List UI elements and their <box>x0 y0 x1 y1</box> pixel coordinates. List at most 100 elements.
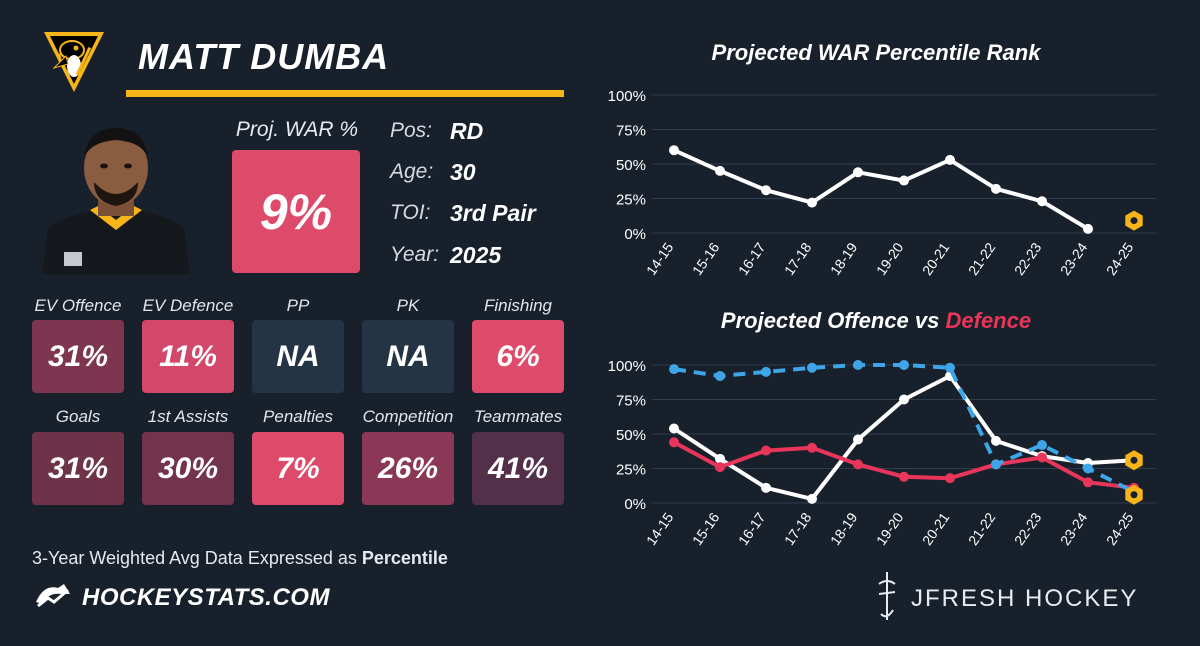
data-point-blue <box>807 362 817 373</box>
x-tick-label: 18-19 <box>827 239 861 278</box>
footnote: 3-Year Weighted Avg Data Expressed as Pe… <box>32 548 448 569</box>
data-point-offence <box>669 423 679 434</box>
jfresh-text: JFRESH HOCKEY <box>911 584 1139 612</box>
player-headshot <box>38 124 194 274</box>
x-tick-label: 24-25 <box>1103 239 1137 278</box>
age-label: Age: <box>390 160 434 183</box>
pos-value: RD <box>450 118 484 144</box>
x-tick-label: 15-16 <box>689 239 723 278</box>
x-tick-label: 23-24 <box>1057 239 1091 278</box>
year-value: 2025 <box>450 242 502 268</box>
tile-pk: NA <box>362 320 454 393</box>
data-point-defence <box>807 442 817 453</box>
hockeystats-logo-icon <box>34 582 72 613</box>
x-tick-label: 23-24 <box>1057 509 1091 548</box>
projection-marker-center <box>1130 456 1138 464</box>
x-tick-label: 21-22 <box>965 509 999 548</box>
data-point-blue <box>1083 463 1093 474</box>
data-point-offence <box>991 435 1001 446</box>
tile-ev-offence: 31% <box>32 320 124 393</box>
x-tick-label: 20-21 <box>919 239 953 278</box>
x-tick-label: 19-20 <box>873 509 907 548</box>
penguins-logo-icon <box>38 28 108 94</box>
war-percentile-chart: 100% 75% 50% 25% 0%14-15 15-16 16-17 17-18 18-19… <box>608 88 1156 278</box>
toi-value: 3rd Pair <box>450 200 536 226</box>
x-tick-label: 22-23 <box>1011 239 1045 278</box>
data-point-blue <box>945 362 955 373</box>
data-point-blue <box>761 366 771 377</box>
chart2-title-offence: Projected Offence <box>720 308 909 333</box>
title-underline <box>126 90 564 97</box>
tile-goals: 31% <box>32 432 124 505</box>
jfresh-logo-icon <box>875 570 899 627</box>
chart2-title: Projected Offence vs Defence <box>596 308 1156 334</box>
tile-label-teammates: Teammates <box>473 407 563 426</box>
tile-penalties: 7% <box>252 432 344 505</box>
tile-competition: 26% <box>362 432 454 505</box>
data-point-war <box>945 154 955 165</box>
data-point-war <box>761 185 771 196</box>
tile-label-finishing: Finishing <box>483 296 553 315</box>
data-point-defence <box>669 437 679 448</box>
x-tick-label: 17-18 <box>781 239 815 278</box>
chart1-title: Projected WAR Percentile Rank <box>711 40 1041 65</box>
y-tick-label: 25% <box>616 192 646 209</box>
proj-war-value: 9% <box>232 150 360 273</box>
data-point-defence <box>1037 452 1047 463</box>
x-tick-label: 17-18 <box>781 509 815 548</box>
data-point-defence <box>1083 477 1093 488</box>
footnote-emphasis: Percentile <box>361 548 448 568</box>
data-point-defence <box>715 462 725 473</box>
series-line-war <box>673 148 1090 231</box>
x-tick-label: 24-25 <box>1103 509 1137 548</box>
proj-war-label: Proj. WAR % <box>235 118 359 141</box>
x-tick-label: 18-19 <box>827 509 861 548</box>
data-point-war <box>853 167 863 178</box>
hockeystats-text: HOCKEYSTATS.COM <box>82 583 330 611</box>
tile-ev-defence: 11% <box>142 320 234 393</box>
data-point-war <box>991 183 1001 194</box>
data-point-blue <box>715 371 725 382</box>
toi-label: TOI: <box>390 201 431 224</box>
data-point-war <box>807 197 817 208</box>
hockeystats-brand: HOCKEYSTATS.COM <box>34 582 330 613</box>
data-point-war <box>1037 196 1047 207</box>
tile-pp: NA <box>252 320 344 393</box>
y-tick-label: 0% <box>624 226 646 243</box>
year-label: Year: <box>390 243 440 266</box>
data-point-defence <box>899 471 909 482</box>
tile-teammates: 41% <box>472 432 564 505</box>
data-point-war <box>715 165 725 176</box>
data-point-blue <box>991 459 1001 470</box>
projection-marker-center <box>1130 491 1138 499</box>
data-point-defence <box>761 445 771 456</box>
tile-label-goals: Goals <box>55 407 101 426</box>
data-point-blue <box>853 360 863 370</box>
x-tick-label: 22-23 <box>1011 509 1045 548</box>
projection-marker-center <box>1130 217 1138 225</box>
tile-label-pp: PP <box>286 296 310 315</box>
tile-label-competition: Competition <box>362 407 454 426</box>
x-tick-label: 14-15 <box>643 509 677 548</box>
data-point-defence <box>853 459 863 470</box>
tile-label-1st-assists: 1st Assists <box>147 407 229 426</box>
player-name: MATT DUMBA <box>138 36 390 77</box>
data-point-war <box>899 175 909 186</box>
tile-label-penalties: Penalties <box>263 407 333 426</box>
data-point-war <box>669 145 679 156</box>
tile-finishing: 6% <box>472 320 564 393</box>
data-point-blue <box>669 364 679 375</box>
footnote-text: 3-Year Weighted Avg Data Expressed as <box>32 548 362 568</box>
offence-defence-chart: 100% 75% 50% 25% 0%14-15 15-16 16-17 17-18 18-19… <box>608 358 1156 548</box>
pos-label: Pos: <box>390 119 433 142</box>
y-tick-label: 50% <box>616 427 646 444</box>
tile-label-pk: PK <box>396 296 420 315</box>
y-tick-label: 100% <box>608 88 646 105</box>
x-tick-label: 16-17 <box>735 509 769 548</box>
data-point-defence <box>945 473 955 484</box>
y-tick-label: 75% <box>616 123 646 140</box>
y-tick-label: 0% <box>624 496 646 513</box>
x-tick-label: 19-20 <box>873 239 907 278</box>
y-tick-label: 25% <box>616 462 646 479</box>
chart2-title-defence: Defence <box>945 308 1032 333</box>
